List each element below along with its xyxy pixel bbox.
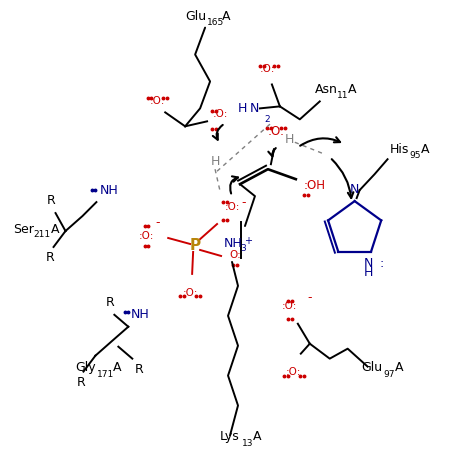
Text: :O:: :O: (282, 301, 298, 311)
Text: +: + (244, 236, 252, 246)
Text: Glu: Glu (185, 9, 206, 23)
Text: -: - (308, 292, 312, 304)
Text: His: His (390, 143, 409, 156)
Text: :O:: :O: (225, 202, 240, 212)
Text: N: N (350, 183, 359, 196)
Text: 13: 13 (242, 439, 254, 448)
Text: :O:: :O: (138, 231, 154, 241)
Text: A: A (222, 9, 230, 23)
Text: R: R (46, 251, 55, 264)
Text: NH: NH (100, 184, 118, 197)
Text: :O:: :O: (260, 64, 275, 74)
Text: :O:: :O: (213, 109, 228, 119)
Text: H: H (364, 265, 373, 279)
Text: O:: O: (229, 250, 241, 260)
Text: 3: 3 (240, 244, 246, 253)
Text: Lys: Lys (220, 430, 240, 443)
Text: 211: 211 (34, 229, 51, 238)
Text: :OH: :OH (304, 179, 326, 191)
Text: :O:: :O: (267, 125, 284, 138)
Text: Glu: Glu (362, 361, 383, 374)
Text: 95: 95 (410, 151, 421, 160)
Text: N: N (249, 102, 259, 115)
Text: P: P (190, 238, 201, 254)
Text: 2: 2 (264, 115, 270, 124)
Text: H: H (237, 102, 247, 115)
Text: Asn: Asn (315, 83, 337, 96)
Text: A: A (420, 143, 429, 156)
Text: -: - (241, 196, 246, 209)
Text: Gly: Gly (75, 361, 96, 374)
Text: N: N (364, 256, 373, 270)
Text: -: - (155, 216, 160, 228)
Text: NH: NH (130, 308, 149, 321)
Text: A: A (113, 361, 122, 374)
Text: 11: 11 (337, 91, 348, 100)
Text: R: R (134, 363, 143, 375)
Text: Ser: Ser (13, 222, 34, 236)
Text: R: R (106, 296, 115, 309)
Text: :O:: :O: (182, 288, 198, 298)
Text: H: H (285, 133, 294, 146)
Text: :O:: :O: (286, 366, 301, 377)
Text: 165: 165 (207, 18, 224, 27)
Text: R: R (47, 194, 56, 207)
Text: 97: 97 (383, 370, 395, 379)
Text: A: A (253, 430, 262, 443)
Text: A: A (347, 83, 356, 96)
Text: NH: NH (224, 237, 243, 250)
Text: A: A (394, 361, 403, 374)
Text: A: A (51, 222, 59, 236)
Text: :: : (379, 256, 383, 270)
Text: H: H (210, 155, 220, 168)
Text: 171: 171 (98, 370, 115, 379)
Text: :O:: :O: (149, 96, 165, 106)
Text: R: R (77, 375, 86, 389)
